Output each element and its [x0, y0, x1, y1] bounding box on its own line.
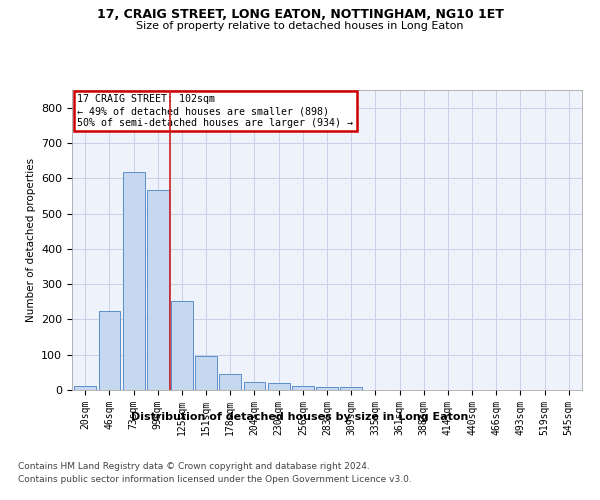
Text: Size of property relative to detached houses in Long Eaton: Size of property relative to detached ho… [136, 21, 464, 31]
Bar [316, 387, 338, 390]
Y-axis label: Number of detached properties: Number of detached properties [26, 158, 35, 322]
Text: 17, CRAIG STREET, LONG EATON, NOTTINGHAM, NG10 1ET: 17, CRAIG STREET, LONG EATON, NOTTINGHAM… [97, 8, 503, 20]
Bar [244, 382, 265, 390]
Bar [171, 301, 193, 390]
Bar [268, 382, 290, 390]
Bar [340, 387, 362, 390]
Text: Distribution of detached houses by size in Long Eaton: Distribution of detached houses by size … [131, 412, 469, 422]
Text: Contains public sector information licensed under the Open Government Licence v3: Contains public sector information licen… [18, 475, 412, 484]
Bar [74, 386, 96, 390]
Bar [147, 190, 169, 390]
Text: Contains HM Land Registry data © Crown copyright and database right 2024.: Contains HM Land Registry data © Crown c… [18, 462, 370, 471]
Text: 17 CRAIG STREET: 102sqm
← 49% of detached houses are smaller (898)
50% of semi-d: 17 CRAIG STREET: 102sqm ← 49% of detache… [77, 94, 353, 128]
Bar [123, 172, 145, 390]
Bar [292, 386, 314, 390]
Bar [220, 374, 241, 390]
Bar [98, 310, 121, 390]
Bar [195, 356, 217, 390]
